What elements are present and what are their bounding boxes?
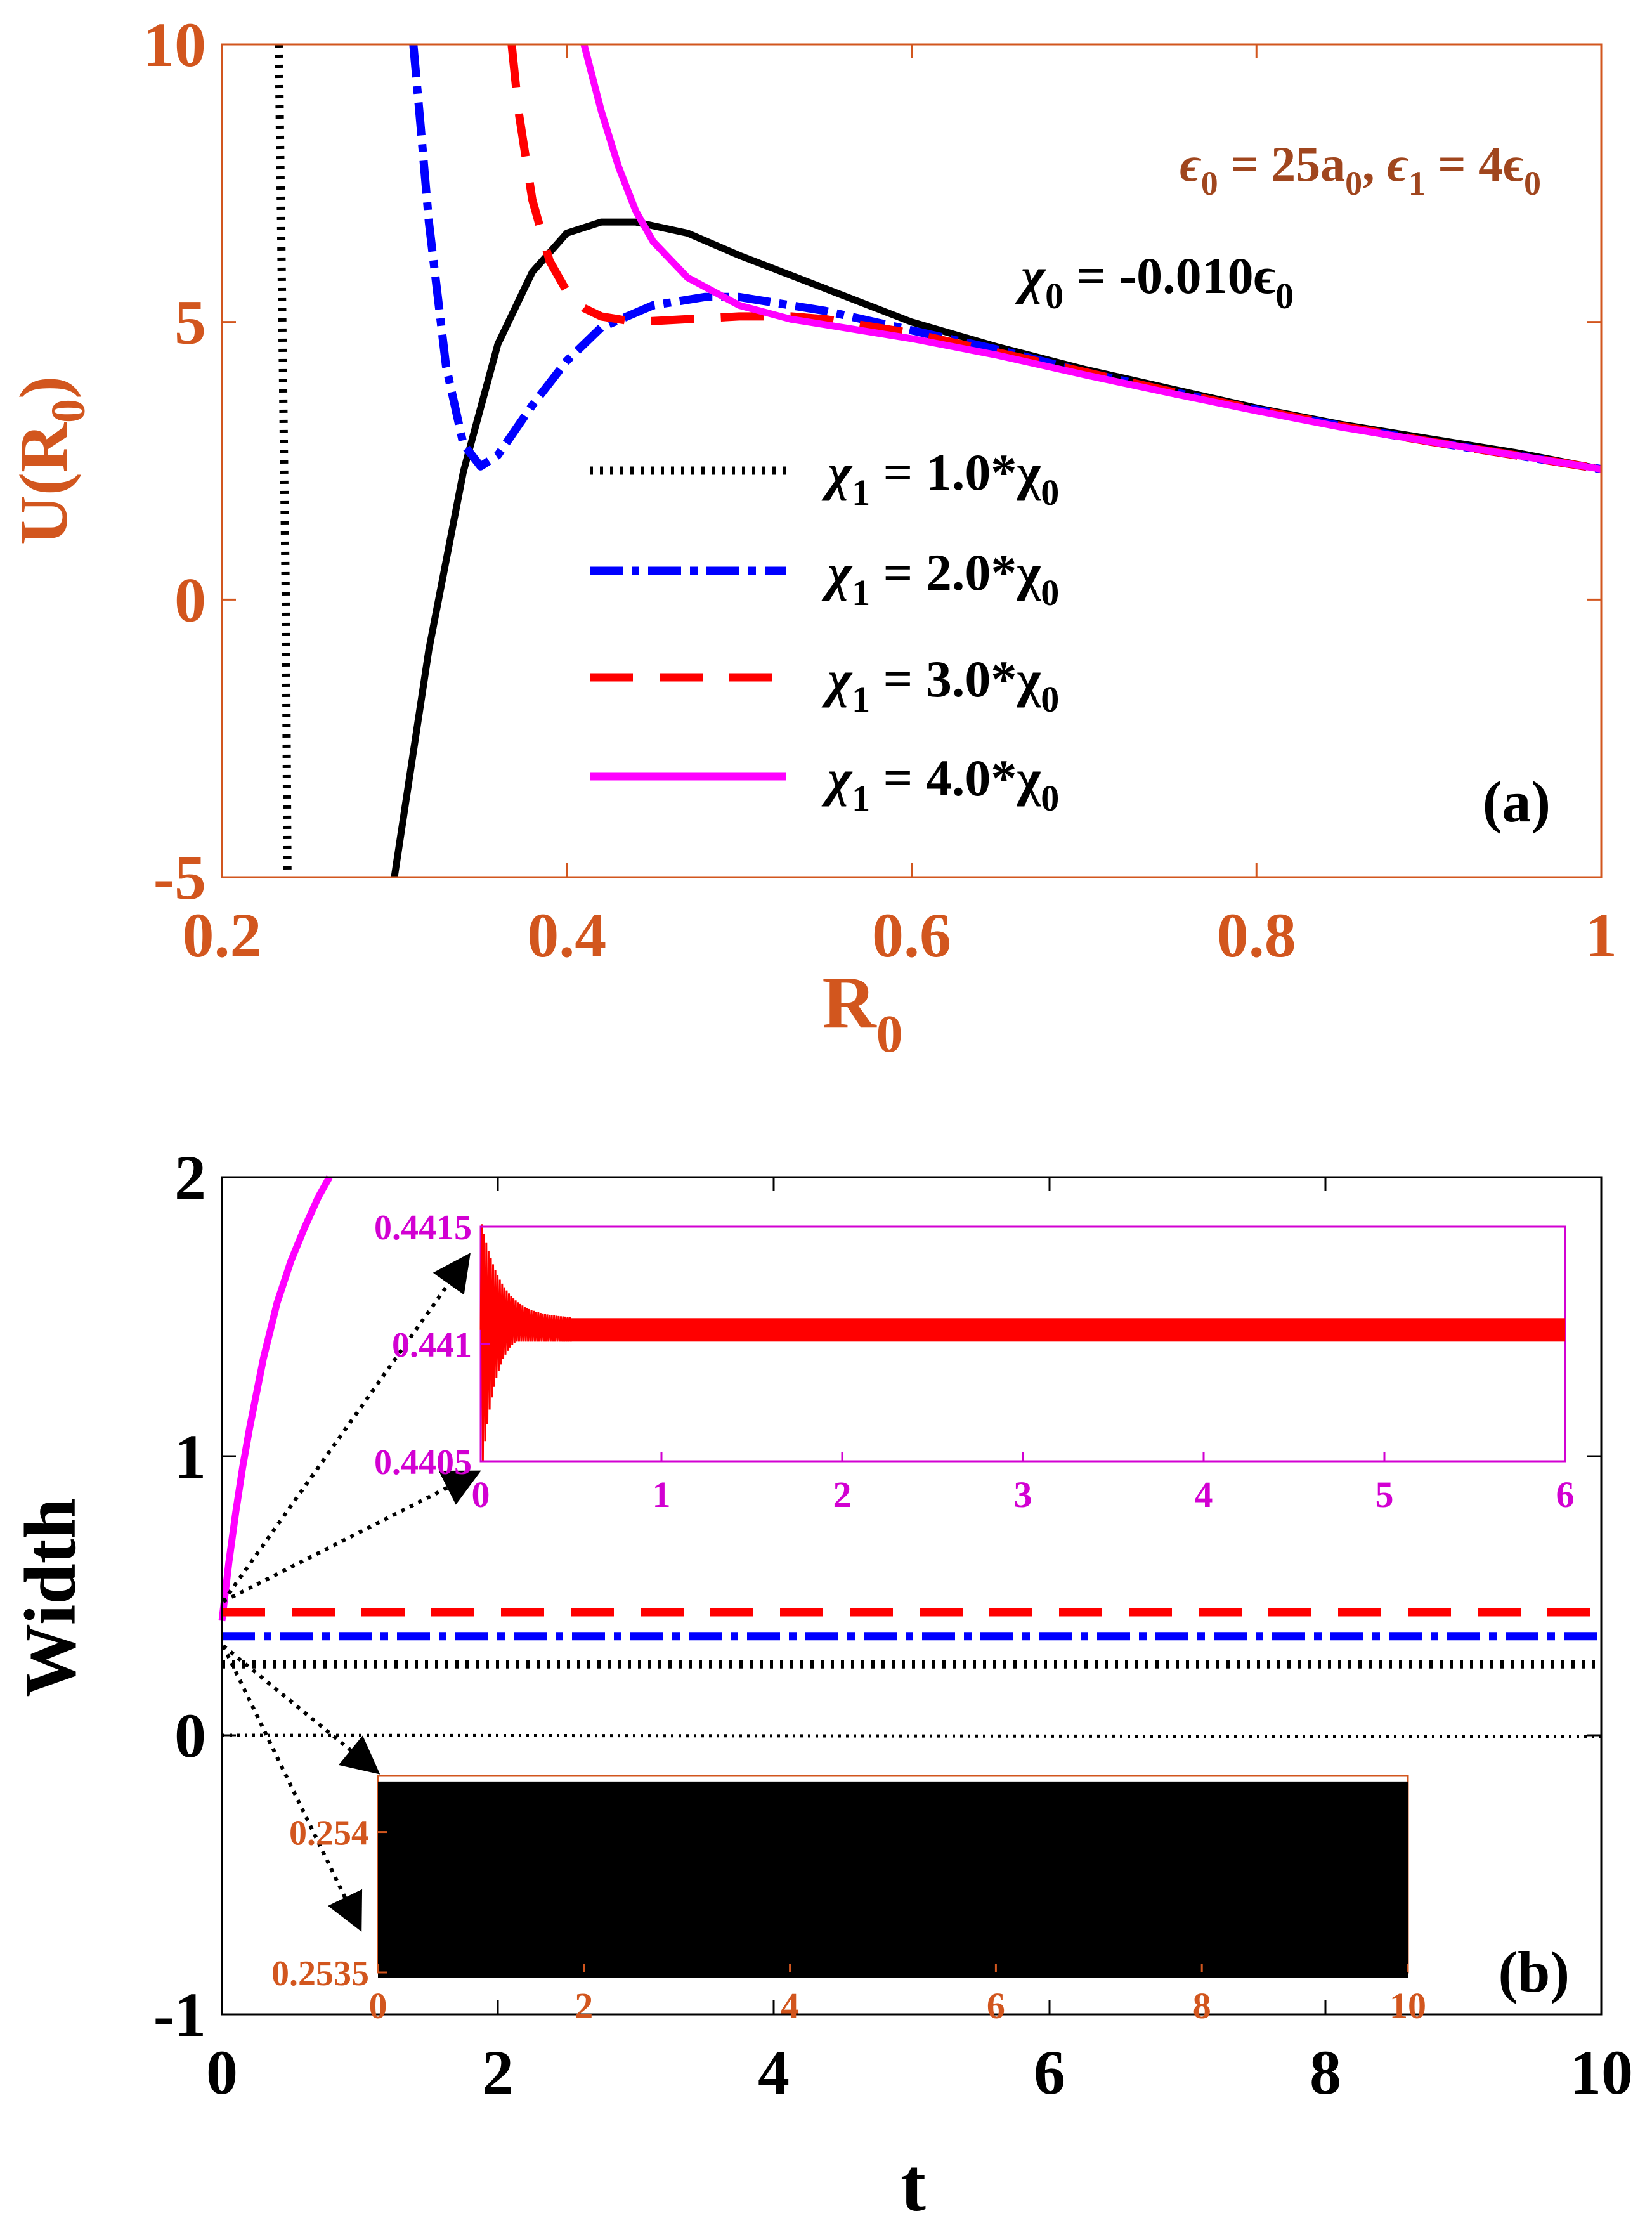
inset-bottom-xtick-label: 2 — [575, 1985, 593, 2026]
inset-top-transient — [479, 1224, 572, 1462]
arrow-to-top-inset-lower — [222, 1470, 481, 1603]
inset-pointer-arrows — [221, 1253, 481, 1932]
inset-bottom-xtick-label: 8 — [1193, 1985, 1211, 2026]
inset-bottom-ytick-label: 0.2535 — [271, 1954, 369, 1993]
inset-top-xtick-label: 5 — [1376, 1474, 1394, 1515]
panel-a-xtick-label: 0.8 — [1217, 900, 1296, 970]
panel-b-xtick-label: 10 — [1570, 2037, 1633, 2108]
panel-a: 0.2 0.4 0.6 0.8 1 -5 0 5 10 U(R0) R0 ϵ0 = 25a0, … — [6, 10, 1617, 1064]
inset-top-frame — [479, 1225, 1566, 1463]
panel-a-xtick-label: 0.4 — [527, 900, 606, 970]
inset-top-xtick-label: 3 — [1014, 1474, 1032, 1515]
panel-b-curves — [218, 1175, 1602, 1738]
panel-a-xtick-label: 0.2 — [183, 900, 262, 970]
inset-top-ytick-label: 0.441 — [392, 1326, 472, 1365]
arrow-to-top-inset-upper — [221, 1253, 471, 1603]
panel-a-ytick-label: 10 — [143, 10, 206, 80]
panel-b-ylabel: Width — [10, 1498, 91, 1697]
panel-a-ticks: 0.2 0.4 0.6 0.8 1 -5 0 5 10 — [143, 10, 1617, 970]
inset-top-xtick-label: 6 — [1556, 1474, 1575, 1515]
panel-a-ytick-label: -5 — [153, 842, 206, 913]
inset-top-ytick-label: 0.4415 — [374, 1208, 472, 1248]
legend-label-chi1-1: χ1 = 1.0*χ0 — [821, 443, 1059, 513]
panel-a-annotation-chi0: χ0 = -0.010ϵ0 — [1015, 247, 1294, 316]
inset-bottom-ytick-label: 0.254 — [289, 1814, 369, 1853]
panel-b-xtick-label: 0 — [206, 2037, 238, 2108]
arrow-to-bottom-inset-lower — [221, 1645, 363, 1932]
panel-b-ytick-label: -1 — [153, 1979, 206, 2050]
panel-a-xlabel: R0 — [822, 961, 902, 1064]
panel-b-ytick-label: 0 — [174, 1700, 206, 1771]
panel-b-tag: (b) — [1499, 1939, 1570, 2004]
panel-a-xtick-label: 0.6 — [872, 900, 951, 970]
inset-bottom-ticks: 0 2 4 6 8 10 0.254 0.2535 — [271, 1814, 1426, 2026]
inset-top-xtick-label: 2 — [833, 1474, 852, 1515]
inset-top-xtick-label: 4 — [1195, 1474, 1213, 1515]
arrow-to-bottom-inset-upper — [222, 1644, 380, 1775]
panel-b-xtick-label: 2 — [482, 2037, 514, 2108]
panel-a-series-0 — [275, 44, 292, 878]
inset-top: 0 1 2 3 4 5 6 0.4405 0.441 0.4415 — [374, 1208, 1575, 1515]
panel-b-xlabel: t — [901, 2142, 926, 2223]
panel-a-tag: (a) — [1483, 769, 1551, 834]
panel-a-annotation-epsilon: ϵ0 = 25a0, ϵ1 = 4ϵ0 — [1180, 136, 1541, 202]
inset-bottom-xtick-label: 0 — [369, 1985, 387, 2026]
panel-a-xtick-label: 1 — [1585, 900, 1617, 970]
panel-a-curves — [275, 43, 1603, 878]
panel-a-legend: χ1 = 1.0*χ0 χ1 = 2.0*χ0 χ1 = 3.0*χ0 χ1 =… — [590, 443, 1059, 819]
panel-b-ytick-label: 2 — [174, 1142, 206, 1213]
inset-bottom-oscillation-band — [378, 1781, 1408, 1978]
inset-bottom-xtick-label: 10 — [1389, 1985, 1426, 2026]
legend-label-chi1-2: χ1 = 2.0*χ0 — [821, 544, 1059, 613]
panel-b-series-4 — [221, 1733, 1602, 1738]
panel-b-xtick-label: 4 — [758, 2037, 790, 2108]
panel-b-series-0 — [218, 1175, 333, 1622]
inset-bottom-xtick-label: 6 — [987, 1985, 1005, 2026]
inset-top-oscillation-band — [562, 1318, 1565, 1342]
inset-bottom-xtick-label: 4 — [781, 1985, 799, 2026]
panel-a-ylabel: U(R0) — [6, 376, 95, 545]
panel-a-series-2 — [409, 44, 1603, 474]
legend-label-chi1-3: χ1 = 3.0*χ0 — [821, 650, 1059, 720]
panel-b-frame — [221, 1176, 1603, 2016]
inset-top-ticks: 0 1 2 3 4 5 6 0.4405 0.441 0.4415 — [374, 1208, 1575, 1515]
panel-a-series-3 — [507, 44, 1603, 474]
inset-top-xtick-label: 0 — [472, 1474, 490, 1515]
inset-bottom: 0 2 4 6 8 10 0.254 0.2535 — [271, 1775, 1426, 2026]
panel-b-ytick-label: 1 — [174, 1421, 206, 1492]
inset-top-xtick-label: 1 — [653, 1474, 671, 1515]
legend-label-chi1-4: χ1 = 4.0*χ0 — [821, 749, 1059, 819]
panel-a-ytick-label: 5 — [174, 287, 206, 358]
panel-a-ytick-label: 0 — [174, 564, 206, 635]
inset-bottom-data — [378, 1781, 1408, 1978]
inset-top-ytick-label: 0.4405 — [374, 1443, 472, 1482]
panel-b-xtick-label: 6 — [1034, 2037, 1065, 2108]
panel-b-xtick-label: 8 — [1310, 2037, 1341, 2108]
panel-a-series-4 — [580, 43, 1602, 473]
inset-top-data — [479, 1224, 1565, 1462]
